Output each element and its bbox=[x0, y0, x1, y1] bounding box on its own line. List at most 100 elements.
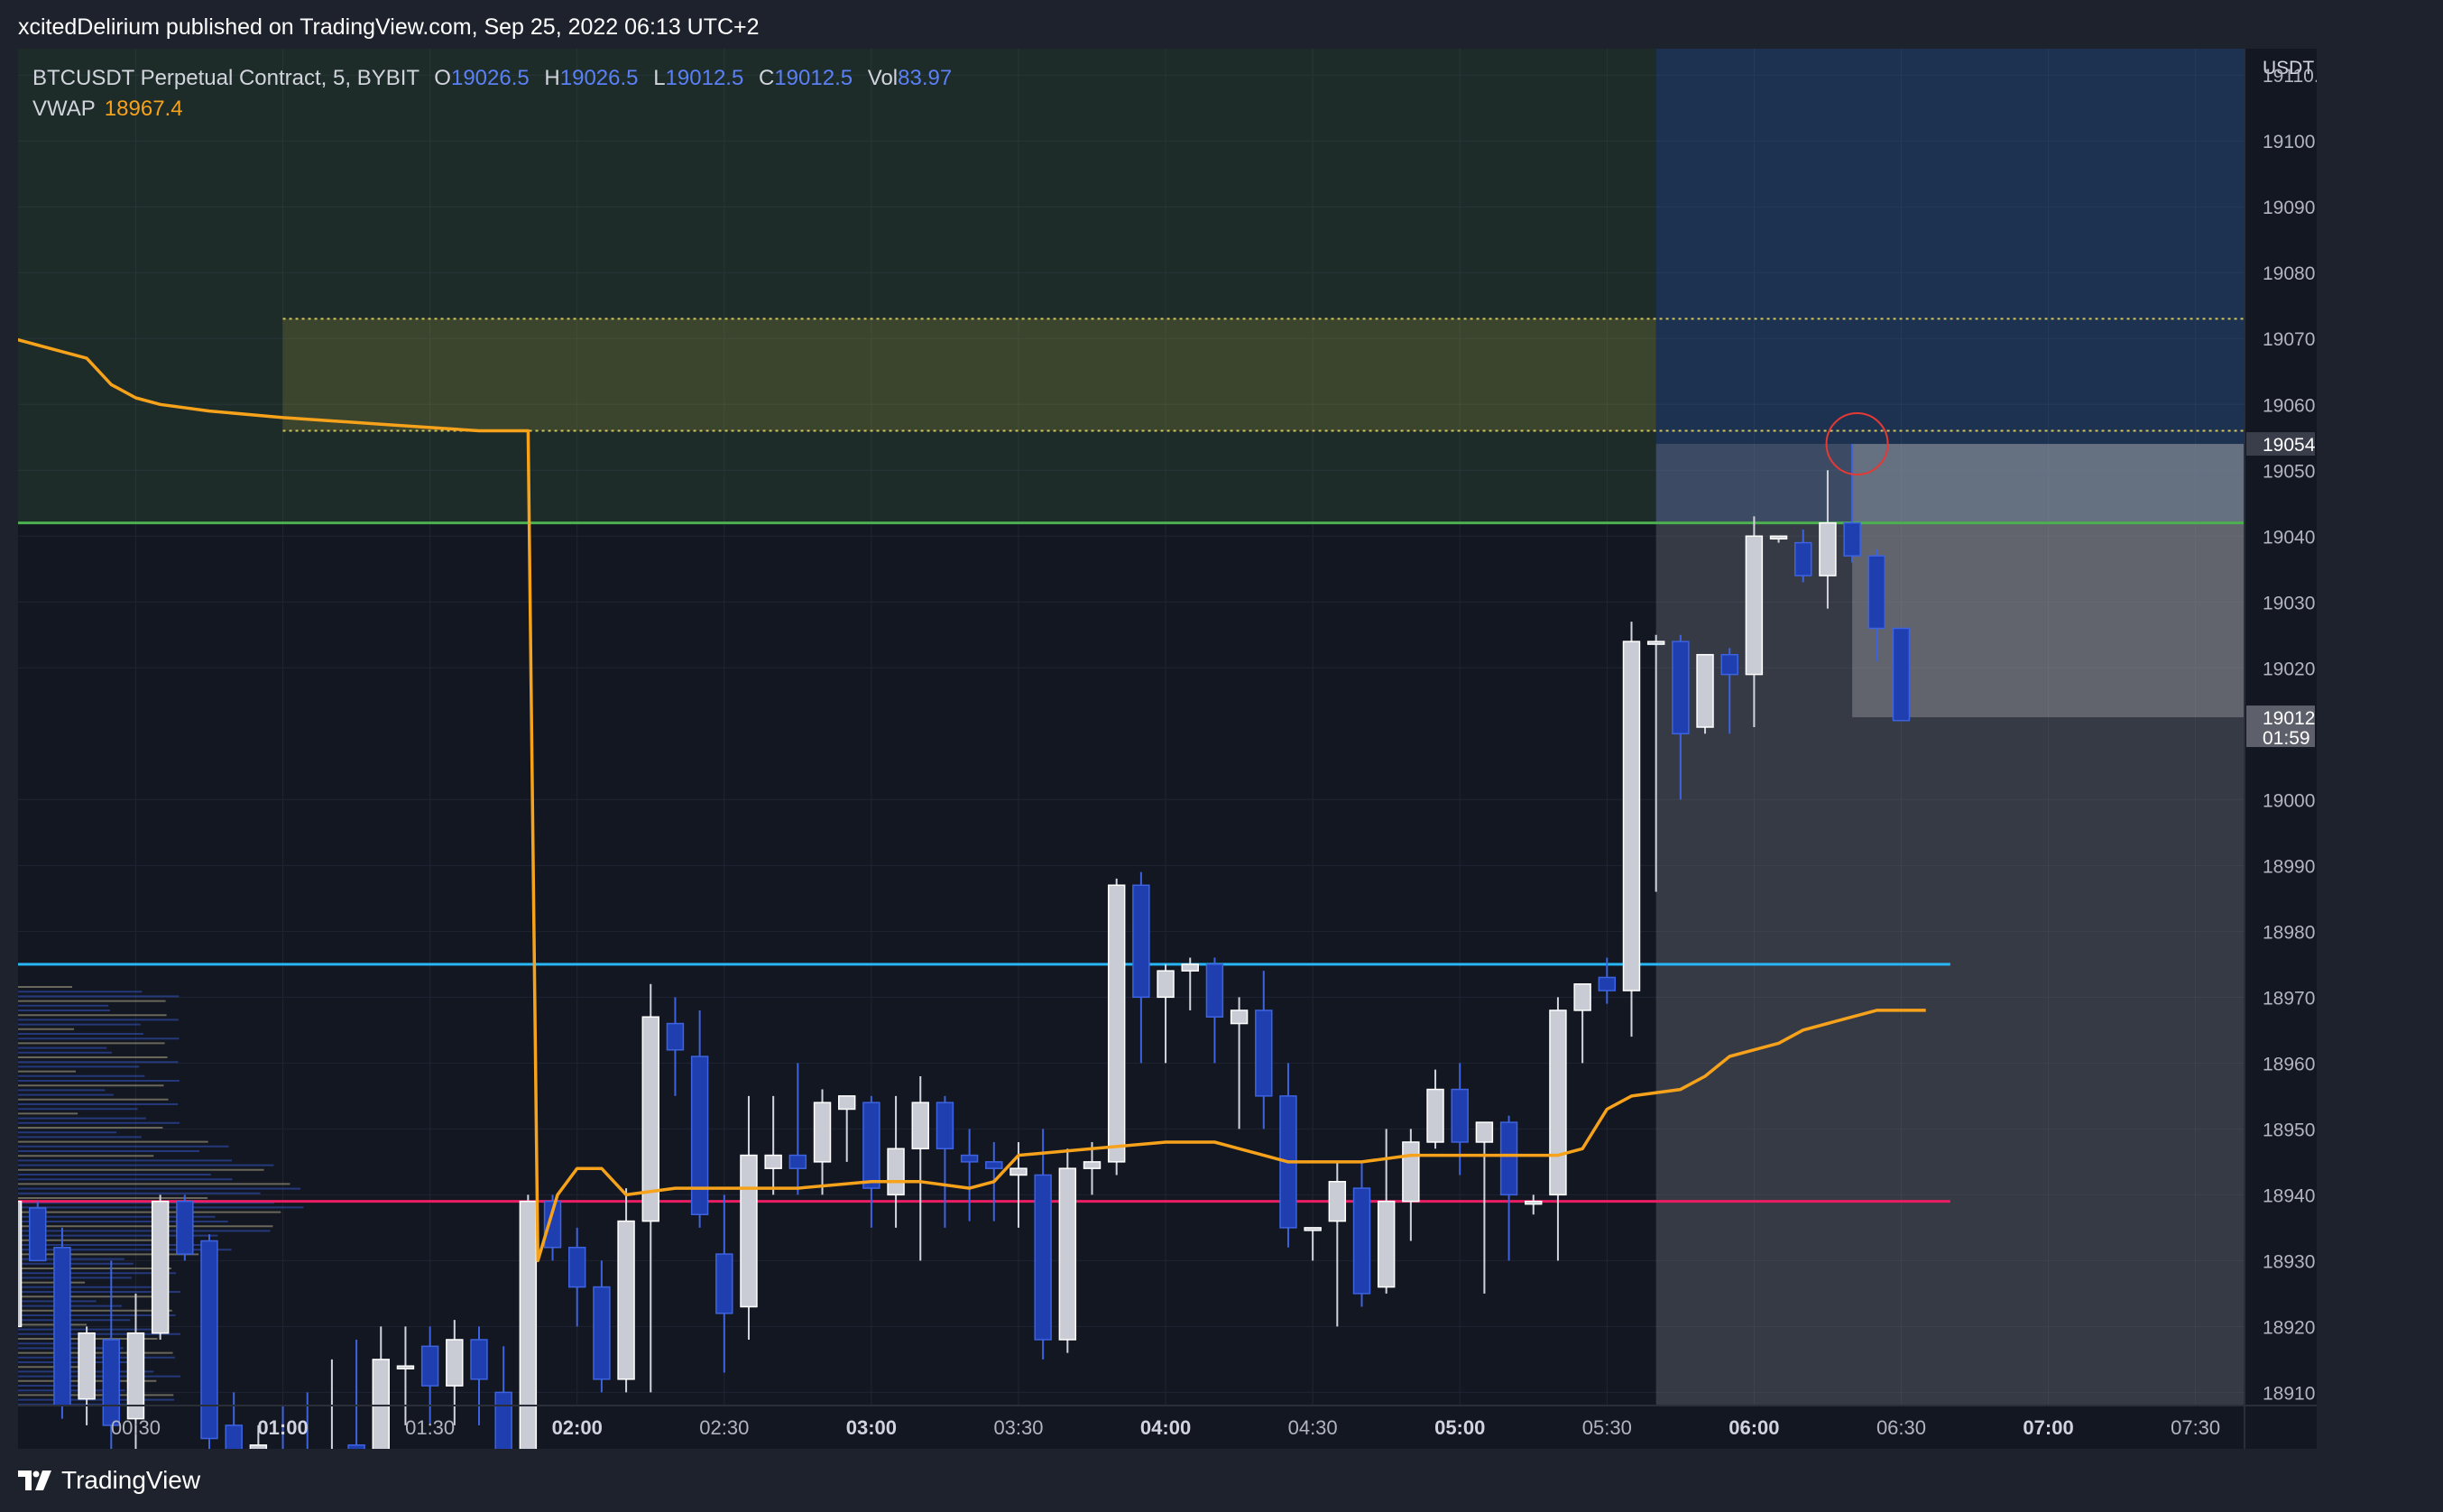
candle-body[interactable] bbox=[567, 1247, 586, 1288]
candle-body[interactable] bbox=[1034, 1174, 1052, 1341]
candle-body[interactable] bbox=[740, 1154, 758, 1308]
candle-body[interactable] bbox=[1499, 1121, 1518, 1196]
price-label-box[interactable] bbox=[2246, 432, 2315, 456]
marker-circle[interactable] bbox=[1825, 412, 1889, 476]
zone-position-light[interactable] bbox=[1852, 444, 2245, 718]
candle-body[interactable] bbox=[1426, 1088, 1444, 1143]
candle-body[interactable] bbox=[470, 1339, 488, 1380]
close-value: 19012.5 bbox=[774, 66, 853, 90]
candle-body[interactable] bbox=[126, 1332, 145, 1420]
candle-body[interactable] bbox=[1525, 1200, 1543, 1205]
candle-body[interactable] bbox=[102, 1339, 121, 1426]
candle-body[interactable] bbox=[887, 1148, 905, 1196]
candle-body[interactable] bbox=[151, 1200, 170, 1334]
candle-body[interactable] bbox=[764, 1154, 782, 1169]
candle-body[interactable] bbox=[788, 1154, 807, 1169]
footer-bar: TradingView bbox=[0, 1449, 2443, 1512]
candle-body[interactable] bbox=[813, 1102, 832, 1163]
candle-body[interactable] bbox=[1892, 627, 1911, 722]
candle-body[interactable] bbox=[1157, 970, 1175, 999]
candle-body[interactable] bbox=[1328, 1181, 1347, 1222]
candle-body[interactable] bbox=[1843, 521, 1861, 557]
candle-body[interactable] bbox=[1720, 653, 1738, 676]
candle-body[interactable] bbox=[347, 1444, 365, 1449]
candle-body[interactable] bbox=[372, 1359, 390, 1449]
candle-body[interactable] bbox=[1646, 641, 1665, 645]
candle-body[interactable] bbox=[1009, 1167, 1028, 1176]
candle-body[interactable] bbox=[420, 1345, 439, 1387]
candle-body[interactable] bbox=[176, 1200, 194, 1255]
candle-body[interactable] bbox=[1205, 963, 1224, 1018]
candle-body[interactable] bbox=[593, 1286, 611, 1380]
candle-body[interactable] bbox=[1083, 1161, 1102, 1169]
candle-body[interactable] bbox=[225, 1424, 243, 1449]
candle-body[interactable] bbox=[690, 1056, 709, 1216]
candle-body[interactable] bbox=[18, 1200, 23, 1328]
time-tick-label: 02:30 bbox=[699, 1416, 749, 1439]
candle-body[interactable] bbox=[1352, 1187, 1371, 1295]
time-tick-label: 04:00 bbox=[1140, 1416, 1191, 1439]
candle-body[interactable] bbox=[1132, 884, 1150, 999]
candle-body[interactable] bbox=[1377, 1200, 1396, 1288]
high-label: H bbox=[544, 66, 560, 90]
candle-body[interactable] bbox=[936, 1102, 954, 1150]
time-tick-label: 03:30 bbox=[993, 1416, 1043, 1439]
candle-body[interactable] bbox=[53, 1247, 71, 1406]
candle-body[interactable] bbox=[249, 1444, 268, 1449]
candle-body[interactable] bbox=[1573, 982, 1591, 1011]
candle-body[interactable] bbox=[200, 1240, 218, 1440]
candle-body[interactable] bbox=[1819, 521, 1837, 576]
tradingview-logo[interactable]: TradingView bbox=[18, 1463, 200, 1498]
price-tick-label: 19000.0 bbox=[2263, 790, 2317, 811]
candle-body[interactable] bbox=[1230, 1010, 1249, 1025]
candle-body[interactable] bbox=[1181, 963, 1199, 972]
zone-blue-box[interactable] bbox=[1655, 49, 2245, 523]
candle-body[interactable] bbox=[641, 1016, 659, 1222]
candle-body[interactable] bbox=[1475, 1121, 1494, 1143]
candle-body[interactable] bbox=[519, 1200, 538, 1449]
candle-body[interactable] bbox=[1549, 1010, 1567, 1196]
candle-body[interactable] bbox=[617, 1220, 635, 1380]
candle-body[interactable] bbox=[1598, 976, 1617, 991]
price-label-box[interactable] bbox=[2246, 705, 2315, 748]
candle-body[interactable] bbox=[837, 1095, 856, 1111]
candle-body[interactable] bbox=[985, 1161, 1003, 1169]
candle-body[interactable] bbox=[1451, 1088, 1469, 1143]
candle-body[interactable] bbox=[1058, 1167, 1077, 1341]
candle-body[interactable] bbox=[543, 1200, 562, 1249]
symbol-label[interactable]: BTCUSDT Perpetual Contract, 5, BYBIT bbox=[32, 66, 419, 90]
high-value: 19026.5 bbox=[559, 66, 639, 90]
candle-body[interactable] bbox=[1255, 1010, 1273, 1097]
candle-body[interactable] bbox=[960, 1154, 979, 1163]
price-label-text: 19012.5 bbox=[2263, 708, 2317, 729]
candle-body[interactable] bbox=[1107, 884, 1126, 1163]
price-tick-label: 18920.0 bbox=[2263, 1317, 2317, 1338]
candle-body[interactable] bbox=[1696, 653, 1714, 728]
zone-green-box[interactable] bbox=[18, 49, 1656, 523]
candle-body[interactable] bbox=[396, 1365, 415, 1369]
candle-body[interactable] bbox=[1867, 555, 1886, 630]
candle-body[interactable] bbox=[666, 1022, 685, 1051]
price-tick-label: 19040.0 bbox=[2263, 527, 2317, 548]
candle-body[interactable] bbox=[1304, 1227, 1322, 1231]
candle-body[interactable] bbox=[1402, 1141, 1420, 1203]
candle-body[interactable] bbox=[862, 1102, 880, 1189]
candle-body[interactable] bbox=[1745, 535, 1764, 676]
candle-body[interactable] bbox=[78, 1332, 96, 1400]
candle-body[interactable] bbox=[446, 1339, 464, 1387]
candle-body[interactable] bbox=[715, 1253, 733, 1314]
candle-body[interactable] bbox=[494, 1391, 512, 1449]
vwap-label[interactable]: VWAP bbox=[32, 97, 96, 121]
candle-body[interactable] bbox=[29, 1207, 47, 1262]
candle-body[interactable] bbox=[1794, 541, 1812, 576]
candle-body[interactable] bbox=[1769, 535, 1788, 540]
volume-value: 83.97 bbox=[898, 66, 953, 90]
candle-body[interactable] bbox=[1622, 641, 1641, 991]
candle-body[interactable] bbox=[1672, 641, 1690, 735]
candle-body[interactable] bbox=[911, 1102, 929, 1150]
vwap-line[interactable] bbox=[18, 326, 1926, 1263]
time-tick-label: 01:00 bbox=[257, 1416, 308, 1439]
zone-yellow-box[interactable] bbox=[282, 318, 1656, 431]
